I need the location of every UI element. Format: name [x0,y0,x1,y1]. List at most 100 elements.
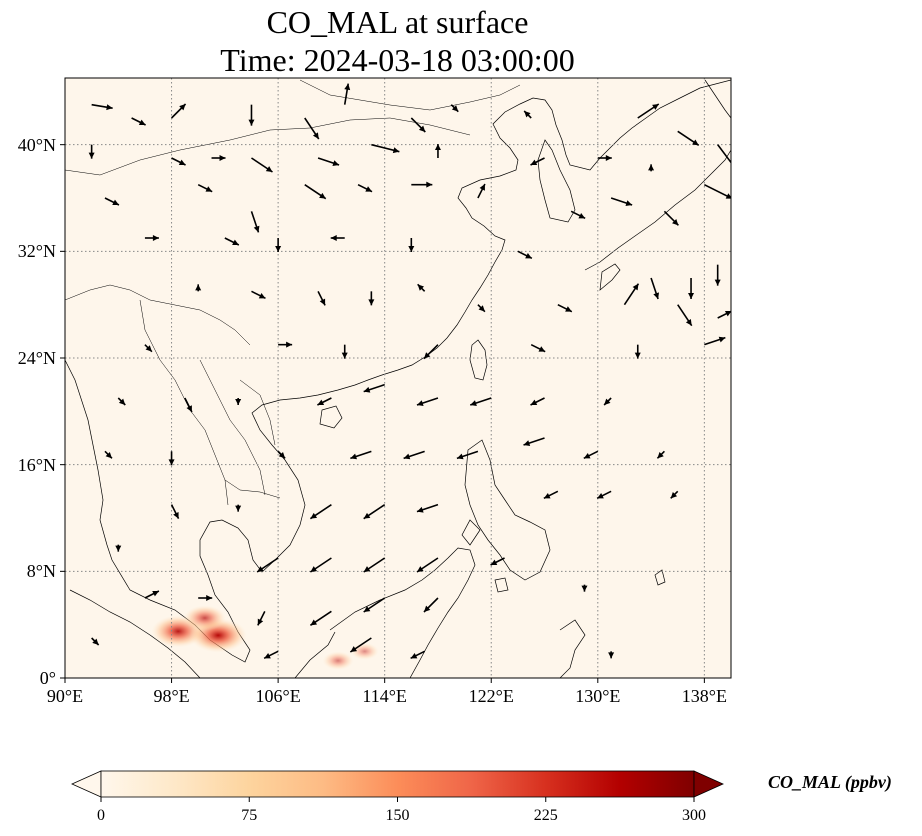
wind-arrow [688,278,695,299]
wind-arrow [91,103,113,111]
wind-arrow [677,130,700,146]
wind-arrow [104,450,113,459]
wind-arrow [403,450,425,460]
wind-arrow [530,397,545,406]
wind-arrow [557,303,573,313]
wind-arrow [423,597,439,613]
wind-arrow [235,504,242,512]
wind-arrow [304,184,327,200]
wind-arrow [670,490,679,499]
wind-arrow [197,183,213,193]
wind-arrow [450,104,459,113]
wind-arrow [603,397,612,406]
colorbar-extend-high [693,770,724,798]
map-subtitle-time: Time: 2024-03-18 03:00:00 [220,42,575,78]
wind-arrow [714,264,721,286]
wind-arrow [517,250,533,260]
lat-tick-label: 40°N [17,134,56,155]
wind-arrow [171,157,186,166]
wind-arrow [677,304,693,327]
wind-arrow [144,590,160,599]
wind-arrow [168,451,175,466]
lat-tick-label: 16°N [17,454,56,475]
wind-arrow [477,304,486,313]
wind-arrow [490,557,505,566]
wind-arrow [408,238,415,252]
lon-tick-label: 90°E [46,686,84,706]
map-plot-area [65,78,731,678]
wind-arrow [343,83,351,105]
lon-tick-label: 138°E [681,686,727,706]
wind-arrow [115,544,122,552]
colorbar-tick-label: 300 [682,807,706,824]
wind-arrow [416,503,439,513]
wind-arrow [117,397,126,406]
wind-arrow [263,650,279,660]
wind-arrow [717,310,731,319]
colorbar-tick-label: 150 [385,807,410,824]
wind-arrow [309,610,332,626]
wind-arrow [410,117,426,133]
wind-arrow [256,557,279,573]
wind-arrow [195,284,202,292]
wind-arrow [198,595,213,601]
wind-arrow [250,211,260,233]
lon-tick-label: 106°E [255,686,301,706]
wind-arrow [596,490,612,500]
wind-arrow [434,144,441,158]
wind-arrow [656,450,665,459]
wind-arrow [469,397,492,406]
wind-arrow [304,117,320,140]
wind-arrow [277,450,286,459]
colorbar-tick-label: 75 [241,807,258,824]
wind-arrow [456,450,479,460]
wind-arrow [88,144,95,159]
wind-arrow [717,144,731,164]
lat-tick-label: 32°N [17,241,56,262]
wind-arrow [170,504,180,520]
wind-arrow [363,383,385,393]
wind-arrow [251,290,266,300]
wind-arrow [623,283,640,306]
co-concentration-hotspots [151,605,379,671]
wind-arrow [350,450,372,460]
colorbar-tick-label: 0 [97,807,105,824]
wind-arrow [523,110,532,119]
wind-arrow [581,584,588,592]
wind-arrow [357,183,373,193]
wind-arrow [248,104,255,126]
wind-arrow [211,155,226,161]
wind-arrow [416,397,439,406]
wind-arrow [349,637,372,653]
wind-arrow [704,183,731,199]
wind-arrow [530,157,545,166]
co-hotspot [322,651,354,671]
lon-tick-label: 98°E [153,686,190,706]
wind-arrow [317,397,332,406]
wind-arrow [648,164,655,172]
coastlines [65,79,731,678]
wind-arrow [634,344,641,359]
wind-arrow [363,597,386,613]
wind-arrow [309,504,332,520]
wind-arrow [317,157,340,166]
wind-arrow [363,557,386,573]
wind-arrow [610,197,633,206]
wind-arrow [650,277,660,300]
wind-arrow [410,650,425,660]
wind-arrow [543,490,559,500]
wind-arrow [583,450,599,460]
wind-arrow [91,637,100,646]
wind-arrow [368,291,375,306]
lon-tick-label: 130°E [575,686,621,706]
lon-tick-label: 122°E [468,686,514,706]
map-title: CO_MAL at surface [266,4,529,40]
wind-arrow [251,157,273,173]
wind-arrow [363,504,386,520]
wind-arrow [663,210,679,226]
wind-arrow [530,343,546,353]
wind-arrow [235,398,242,405]
wind-arrow [597,155,612,161]
lat-tick-label: 24°N [17,348,56,368]
